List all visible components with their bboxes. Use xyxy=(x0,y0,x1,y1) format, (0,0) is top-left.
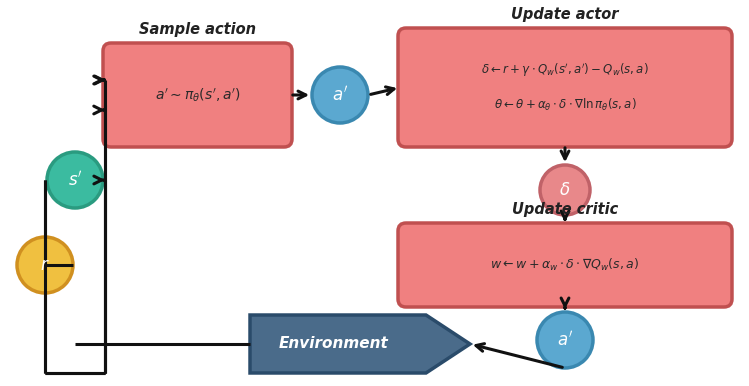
Text: $a'$: $a'$ xyxy=(332,86,348,105)
Polygon shape xyxy=(250,315,470,373)
Text: $a'$: $a'$ xyxy=(557,330,573,349)
Text: Sample action: Sample action xyxy=(139,22,256,37)
Text: $\delta \leftarrow r + \gamma \cdot Q_w(s', a') - Q_w(s, a)$: $\delta \leftarrow r + \gamma \cdot Q_w(… xyxy=(481,61,649,79)
Text: Update actor: Update actor xyxy=(512,7,619,22)
Circle shape xyxy=(312,67,368,123)
Circle shape xyxy=(17,237,73,293)
Text: $r$: $r$ xyxy=(40,256,50,274)
Text: $s'$: $s'$ xyxy=(67,171,82,190)
Text: $w \leftarrow w + \alpha_w \cdot \delta \cdot \nabla Q_w(s, a)$: $w \leftarrow w + \alpha_w \cdot \delta … xyxy=(491,257,640,273)
FancyBboxPatch shape xyxy=(103,43,292,147)
Circle shape xyxy=(537,312,593,368)
FancyBboxPatch shape xyxy=(398,28,732,147)
Text: Update critic: Update critic xyxy=(512,202,618,217)
Text: $\theta \leftarrow \theta + \alpha_\theta \cdot \delta \cdot \nabla \ln \pi_\the: $\theta \leftarrow \theta + \alpha_\thet… xyxy=(494,97,637,113)
Circle shape xyxy=(540,165,590,215)
Text: Environment: Environment xyxy=(279,337,389,352)
Text: $\delta$: $\delta$ xyxy=(560,181,571,199)
FancyBboxPatch shape xyxy=(398,223,732,307)
Circle shape xyxy=(47,152,103,208)
Text: $a' \sim \pi_\theta(s', a')$: $a' \sim \pi_\theta(s', a')$ xyxy=(154,86,240,104)
